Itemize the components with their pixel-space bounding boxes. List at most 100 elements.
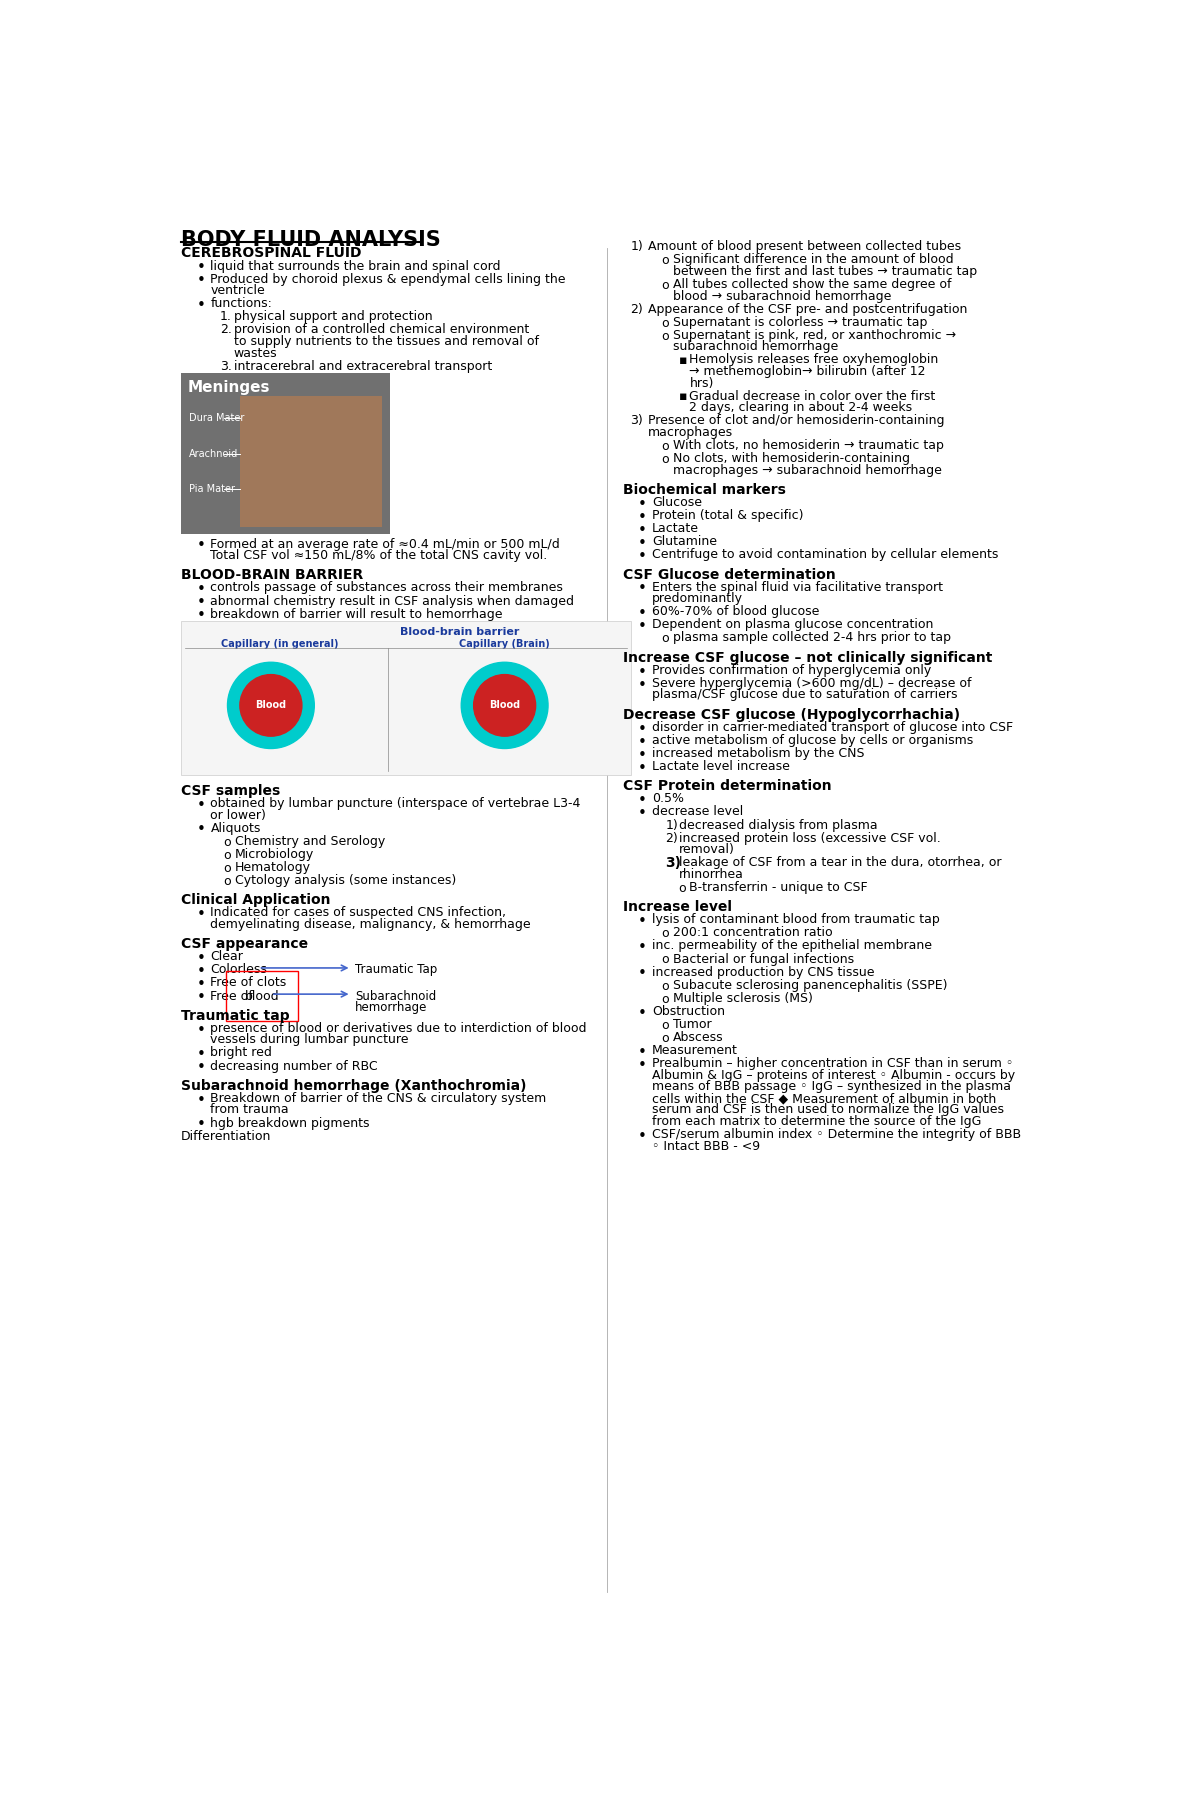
Text: 60%-70% of blood glucose: 60%-70% of blood glucose bbox=[653, 605, 820, 619]
Text: •: • bbox=[638, 496, 647, 512]
Text: •: • bbox=[638, 677, 647, 693]
Text: Hemolysis releases free oxyhemoglobin: Hemolysis releases free oxyhemoglobin bbox=[689, 353, 938, 366]
Text: Supernatant is colorless → traumatic tap: Supernatant is colorless → traumatic tap bbox=[673, 315, 928, 329]
Text: o: o bbox=[223, 836, 232, 849]
Text: o: o bbox=[223, 849, 232, 862]
Text: o: o bbox=[223, 862, 232, 874]
Text: o: o bbox=[661, 253, 670, 268]
Text: 1.: 1. bbox=[220, 310, 232, 324]
Text: o: o bbox=[661, 1019, 670, 1032]
Text: between the first and last tubes → traumatic tap: between the first and last tubes → traum… bbox=[673, 264, 977, 279]
Text: 200:1 concentration ratio: 200:1 concentration ratio bbox=[673, 927, 833, 939]
Text: Measurement: Measurement bbox=[653, 1044, 738, 1057]
Text: Dura Mater: Dura Mater bbox=[188, 413, 244, 424]
Text: rhinorrhea: rhinorrhea bbox=[678, 867, 744, 881]
Text: Subarachnoid: Subarachnoid bbox=[355, 990, 437, 1003]
Text: Protein (total & specific): Protein (total & specific) bbox=[653, 509, 804, 521]
Text: •: • bbox=[638, 1059, 647, 1073]
Text: removal): removal) bbox=[678, 843, 734, 856]
Text: Severe hyperglycemia (>600 mg/dL) – decrease of: Severe hyperglycemia (>600 mg/dL) – decr… bbox=[653, 677, 972, 690]
Text: o: o bbox=[661, 452, 670, 465]
Text: ▪: ▪ bbox=[678, 391, 688, 404]
Text: •: • bbox=[197, 907, 205, 921]
Text: o: o bbox=[661, 954, 670, 967]
Text: Total CSF vol ≈150 mL/8% of the total CNS cavity vol.: Total CSF vol ≈150 mL/8% of the total CN… bbox=[210, 548, 547, 563]
Text: Subacute sclerosing panencephalitis (SSPE): Subacute sclerosing panencephalitis (SSP… bbox=[673, 979, 948, 992]
Text: 0.5%: 0.5% bbox=[653, 793, 684, 805]
Text: Indicated for cases of suspected CNS infection,: Indicated for cases of suspected CNS inf… bbox=[210, 907, 506, 919]
Text: Blood: Blood bbox=[256, 700, 287, 710]
Text: •: • bbox=[197, 822, 205, 838]
Text: Obstruction: Obstruction bbox=[653, 1005, 725, 1017]
Text: •: • bbox=[197, 1117, 205, 1133]
Text: •: • bbox=[638, 1129, 647, 1144]
Text: •: • bbox=[638, 1044, 647, 1061]
Text: means of BBB passage ◦ IgG – synthesized in the plasma: means of BBB passage ◦ IgG – synthesized… bbox=[653, 1081, 1012, 1093]
Text: Blood-brain barrier: Blood-brain barrier bbox=[400, 626, 520, 637]
Text: •: • bbox=[638, 1006, 647, 1021]
Text: increased metabolism by the CNS: increased metabolism by the CNS bbox=[653, 748, 865, 760]
Text: CEREBROSPINAL FLUID: CEREBROSPINAL FLUID bbox=[181, 246, 361, 261]
Text: Traumatic Tap: Traumatic Tap bbox=[355, 963, 438, 976]
Text: •: • bbox=[197, 798, 205, 813]
Text: •: • bbox=[197, 1061, 205, 1075]
Text: Blood: Blood bbox=[490, 700, 521, 710]
Text: macrophages → subarachnoid hemorrhage: macrophages → subarachnoid hemorrhage bbox=[673, 463, 942, 476]
Text: Colorless: Colorless bbox=[210, 963, 268, 976]
Text: functions:: functions: bbox=[210, 297, 272, 310]
Text: •: • bbox=[197, 299, 205, 313]
Text: •: • bbox=[638, 793, 647, 807]
Text: Produced by choroid plexus & ependymal cells lining the: Produced by choroid plexus & ependymal c… bbox=[210, 273, 566, 286]
Text: from each matrix to determine the source of the IgG: from each matrix to determine the source… bbox=[653, 1115, 982, 1128]
Text: •: • bbox=[638, 748, 647, 762]
Text: Amount of blood present between collected tubes: Amount of blood present between collecte… bbox=[648, 241, 961, 253]
Text: Breakdown of barrier of the CNS & circulatory system: Breakdown of barrier of the CNS & circul… bbox=[210, 1091, 547, 1104]
Text: •: • bbox=[638, 722, 647, 737]
Text: Abscess: Abscess bbox=[673, 1032, 724, 1044]
Text: Presence of clot and/or hemosiderin-containing: Presence of clot and/or hemosiderin-cont… bbox=[648, 414, 944, 427]
Text: •: • bbox=[638, 548, 647, 565]
Text: Microbiology: Microbiology bbox=[235, 847, 314, 862]
Text: Glutamine: Glutamine bbox=[653, 536, 718, 548]
Text: increased protein loss (excessive CSF vol.: increased protein loss (excessive CSF vo… bbox=[678, 831, 941, 845]
Text: •: • bbox=[638, 606, 647, 621]
Text: decreased dialysis from plasma: decreased dialysis from plasma bbox=[678, 818, 877, 831]
Text: Lactate level increase: Lactate level increase bbox=[653, 760, 790, 773]
Text: hemorrhage: hemorrhage bbox=[355, 1001, 427, 1014]
Text: o: o bbox=[223, 874, 232, 887]
Text: to supply nutrients to the tissues and removal of: to supply nutrients to the tissues and r… bbox=[234, 335, 539, 348]
Text: •: • bbox=[638, 664, 647, 679]
Text: o: o bbox=[661, 992, 670, 1006]
Text: CSF/serum albumin index ◦ Determine the integrity of BBB: CSF/serum albumin index ◦ Determine the … bbox=[653, 1128, 1021, 1140]
Text: Supernatant is pink, red, or xanthochromic →: Supernatant is pink, red, or xanthochrom… bbox=[673, 329, 956, 342]
Text: Tumor: Tumor bbox=[673, 1017, 712, 1032]
Text: •: • bbox=[197, 977, 205, 992]
Text: Increase CSF glucose – not clinically significant: Increase CSF glucose – not clinically si… bbox=[623, 652, 992, 664]
Text: •: • bbox=[638, 939, 647, 956]
Text: •: • bbox=[197, 1023, 205, 1037]
Text: No clots, with hemosiderin-containing: No clots, with hemosiderin-containing bbox=[673, 452, 910, 465]
Text: controls passage of substances across their membranes: controls passage of substances across th… bbox=[210, 581, 563, 594]
Text: active metabolism of glucose by cells or organisms: active metabolism of glucose by cells or… bbox=[653, 733, 973, 748]
Text: o: o bbox=[661, 329, 670, 342]
Text: Enters the spinal fluid via facilitative transport: Enters the spinal fluid via facilitative… bbox=[653, 581, 943, 594]
Text: 1): 1) bbox=[630, 241, 643, 253]
Text: 3.: 3. bbox=[220, 360, 232, 373]
Text: 3): 3) bbox=[665, 856, 682, 871]
Text: 2 days, clearing in about 2-4 weeks: 2 days, clearing in about 2-4 weeks bbox=[689, 402, 912, 414]
Text: Pia Mater: Pia Mater bbox=[188, 483, 235, 494]
Text: Decrease CSF glucose (Hypoglycorrhachia): Decrease CSF glucose (Hypoglycorrhachia) bbox=[623, 708, 960, 722]
Text: Albumin & IgG – proteins of interest ◦ Albumin - occurs by: Albumin & IgG – proteins of interest ◦ A… bbox=[653, 1070, 1015, 1082]
Text: serum and CSF is then used to normalize the IgG values: serum and CSF is then used to normalize … bbox=[653, 1104, 1004, 1117]
Bar bbox=[181, 373, 390, 534]
Circle shape bbox=[474, 675, 535, 737]
Text: •: • bbox=[197, 583, 205, 597]
Text: o: o bbox=[661, 927, 670, 939]
Text: Gradual decrease in color over the first: Gradual decrease in color over the first bbox=[689, 389, 936, 402]
Text: •: • bbox=[197, 608, 205, 623]
Text: Free of clots: Free of clots bbox=[210, 976, 287, 990]
Text: Traumatic tap: Traumatic tap bbox=[181, 1008, 289, 1023]
Text: Chemistry and Serology: Chemistry and Serology bbox=[235, 834, 385, 847]
Circle shape bbox=[461, 662, 548, 749]
Text: disorder in carrier-mediated transport of glucose into CSF: disorder in carrier-mediated transport o… bbox=[653, 720, 1013, 733]
